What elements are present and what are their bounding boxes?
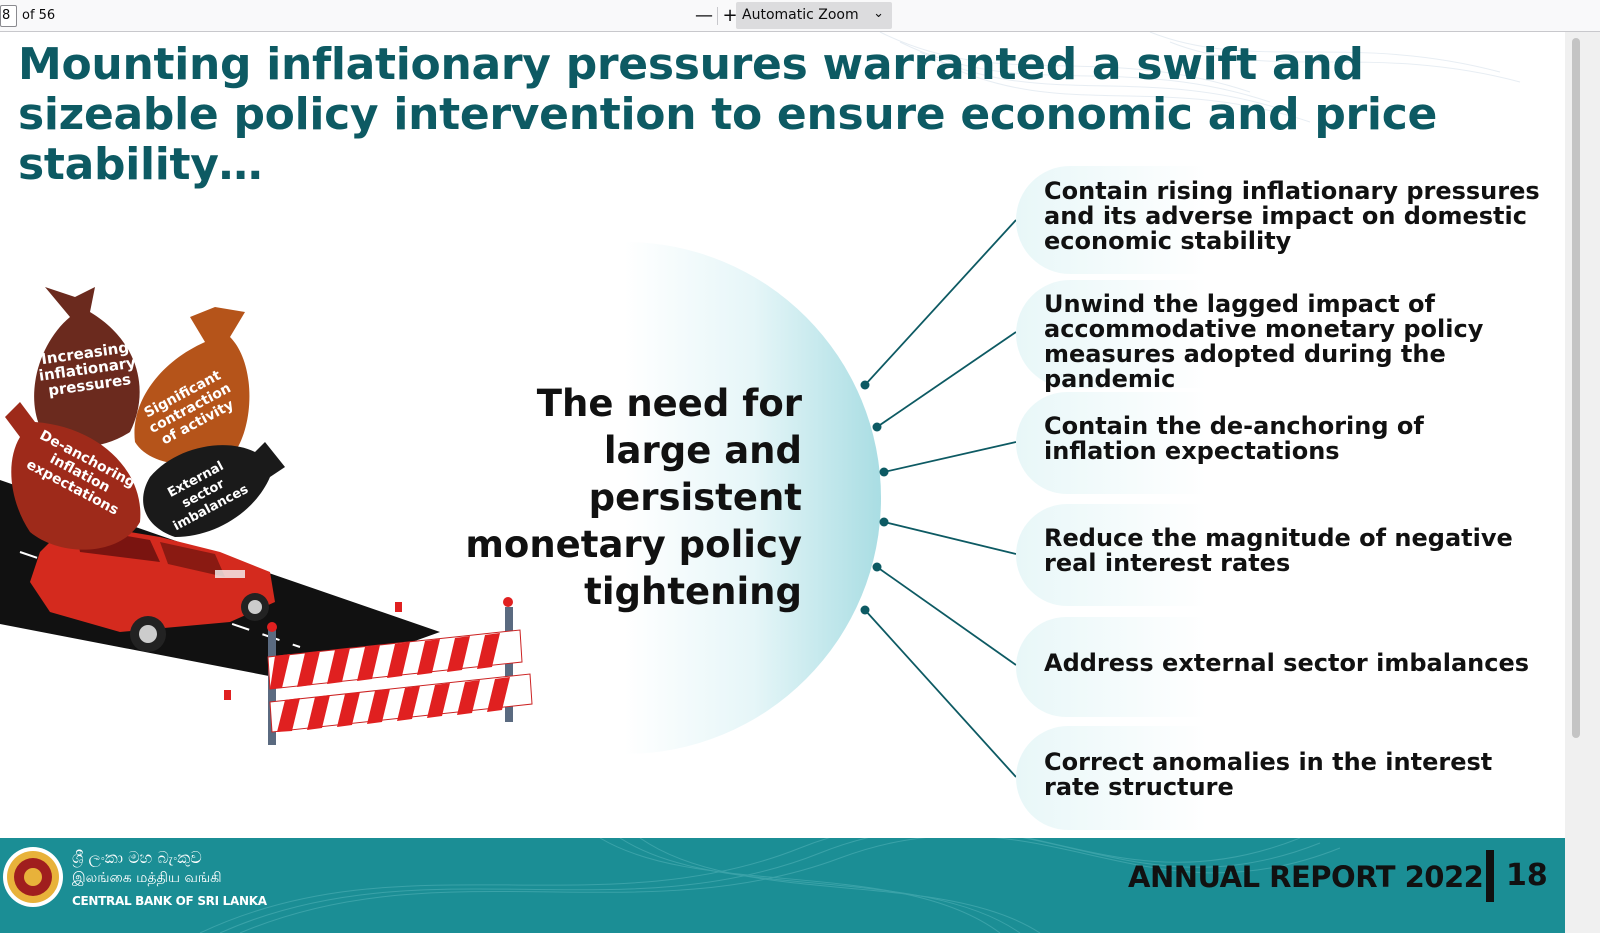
objective-text: Contain the de-anchoring of inflation ex…: [1044, 412, 1424, 465]
car-icon: [30, 522, 275, 652]
bag-external-sector: Externalsectorimbalances: [143, 442, 285, 537]
footer-wave-pattern: [199, 838, 1341, 933]
objective-item: Contain rising inflationary pressures an…: [1016, 166, 1561, 274]
center-statement: The need for large and persistent moneta…: [465, 382, 802, 613]
connector-lines: [860, 219, 1017, 778]
slide-page: Mounting inflationary pressures warrante…: [0, 32, 1565, 933]
zoom-separator: [717, 7, 718, 25]
bank-name-sinhala: ශ්‍රී ලංකා මහ බැංකුව: [72, 848, 202, 867]
objective-item: Address external sector imbalances: [1016, 617, 1561, 717]
slide-page-number: 18: [1506, 858, 1548, 893]
bag-increasing-inflation: Increasinginflationarypressures: [34, 287, 140, 447]
inflation-car-illustration: Increasinginflationarypressures Signific…: [0, 287, 533, 745]
zoom-select[interactable]: Automatic Zoom ⌄: [736, 2, 892, 29]
bank-name-tamil: இலங்கை மத்திய வங்கி: [72, 870, 222, 886]
zoom-in-button[interactable]: +: [718, 4, 742, 28]
objective-text: Reduce the magnitude of negative real in…: [1044, 524, 1513, 577]
objective-text: Unwind the lagged impact of accommodativ…: [1044, 290, 1484, 393]
annual-report-label: ANNUAL REPORT 2022: [1128, 860, 1484, 894]
objective-item: Unwind the lagged impact of accommodativ…: [1016, 280, 1561, 392]
road-barrier-icon: [224, 597, 533, 745]
central-bank-logo: [3, 847, 63, 907]
background-swirl: [879, 32, 1521, 123]
center-semicircle: [625, 242, 881, 754]
page-divider: [1486, 850, 1494, 902]
chevron-down-icon: ⌄: [873, 6, 884, 21]
vertical-scrollbar[interactable]: [1565, 32, 1600, 933]
slide-title: Mounting inflationary pressures warrante…: [18, 39, 1438, 190]
zoom-select-label: Automatic Zoom: [742, 7, 859, 23]
slide-footer: ශ්‍රී ලංකා මහ බැංකුව இலங்கை மத்திய வங்கி…: [0, 838, 1565, 933]
objective-item: Reduce the magnitude of negative real in…: [1016, 504, 1561, 606]
objective-item: Contain the de-anchoring of inflation ex…: [1016, 392, 1561, 494]
objective-item: Correct anomalies in the interest rate s…: [1016, 726, 1561, 830]
bag-significant-contraction: Significantcontractionof activity: [134, 307, 250, 465]
page-count-label: of 56: [22, 8, 56, 23]
objective-text: Correct anomalies in the interest rate s…: [1044, 748, 1493, 801]
objective-text: Address external sector imbalances: [1044, 649, 1530, 677]
pdf-toolbar: 8 of 56 — + Automatic Zoom ⌄: [0, 0, 1600, 32]
bank-name-english: CENTRAL BANK OF SRI LANKA: [72, 894, 267, 908]
scrollbar-thumb[interactable]: [1572, 38, 1580, 738]
zoom-out-button[interactable]: —: [692, 4, 716, 28]
page-number-input[interactable]: 8: [0, 5, 17, 27]
objective-text: Contain rising inflationary pressures an…: [1044, 177, 1540, 255]
